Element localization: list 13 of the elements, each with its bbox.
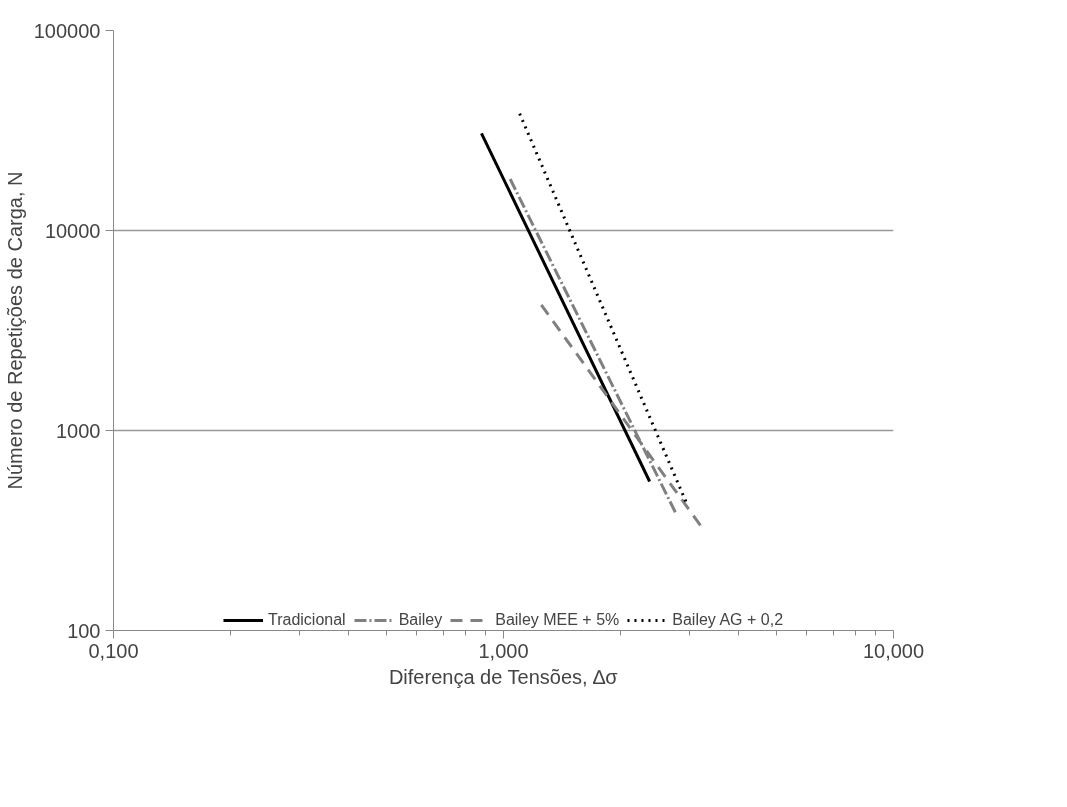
legend-label: Bailey MEE + 5% bbox=[495, 611, 620, 629]
y-axis-title: Número de Repetições de Carga, N bbox=[3, 171, 26, 490]
x-axis-title: Diferença de Tensões, ∆σ bbox=[388, 665, 619, 688]
legend-label: Tradicional bbox=[267, 611, 346, 629]
y-tick-label: 10000 bbox=[44, 219, 101, 242]
x-tick-label: 0,100 bbox=[88, 639, 139, 662]
legend-label: Bailey AG + 0,2 bbox=[672, 611, 784, 629]
x-tick-label: 10,000 bbox=[862, 639, 925, 662]
y-tick-label: 100 bbox=[67, 619, 101, 642]
x-tick-label: 1,000 bbox=[478, 639, 529, 662]
y-tick-label: 1000 bbox=[56, 419, 101, 442]
legend-label: Bailey bbox=[398, 611, 443, 629]
y-tick-label: 100000 bbox=[33, 19, 101, 42]
